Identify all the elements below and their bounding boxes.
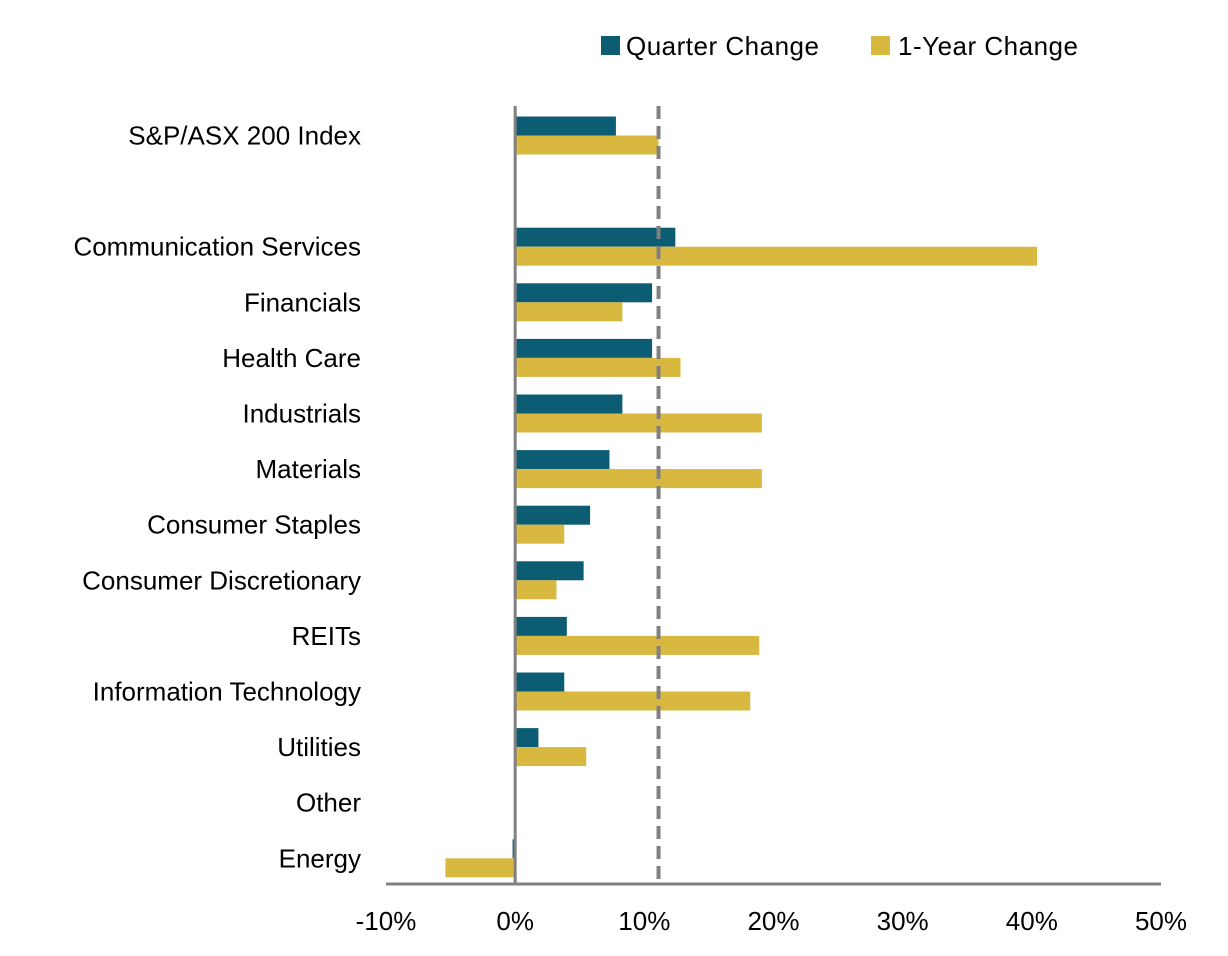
bar-1-year-change-energy [445, 858, 516, 878]
category-label-materials: Materials [256, 454, 361, 484]
category-label-consumer-discretionary: Consumer Discretionary [82, 565, 361, 595]
legend-label-quarter-change: Quarter Change [626, 31, 819, 61]
bar-1-year-change-materials [515, 469, 762, 489]
category-label-financials: Financials [244, 287, 361, 317]
bar-quarter-change-health-care [515, 338, 653, 358]
bar-quarter-change-s-p-asx-200-index [515, 116, 616, 136]
bar-1-year-change-financials [515, 302, 623, 322]
legend-swatch-1-year-change [871, 36, 890, 55]
x-tick-label-10: -10% [356, 906, 417, 936]
bar-quarter-change-financials [515, 283, 653, 303]
bar-1-year-change-industrials [515, 413, 762, 433]
category-label-s-p-asx-200-index: S&P/ASX 200 Index [128, 121, 361, 151]
x-tick-label-40: 40% [1006, 906, 1058, 936]
category-label-health-care: Health Care [222, 343, 361, 373]
x-tick-label-10: 10% [618, 906, 670, 936]
legend: Quarter Change 1-Year Change [601, 31, 1078, 61]
bar-quarter-change-information-technology [515, 672, 565, 692]
category-label-utilities: Utilities [277, 732, 361, 762]
plot-area: S&P/ASX 200 Index Communication Services F… [73, 106, 1187, 936]
bar-quarter-change-utilities [515, 728, 539, 748]
category-label-information-technology: Information Technology [93, 677, 361, 707]
bar-1-year-change-communication-services [515, 246, 1037, 266]
bar-1-year-change-information-technology [515, 691, 751, 711]
x-tick-label-30: 30% [877, 906, 929, 936]
bar-1-year-change-consumer-discretionary [515, 580, 557, 600]
category-label-consumer-staples: Consumer Staples [147, 510, 361, 540]
x-tick-label-20: 20% [747, 906, 799, 936]
bar-1-year-change-s-p-asx-200-index [515, 135, 659, 155]
bar-quarter-change-reits [515, 616, 567, 636]
bar-1-year-change-utilities [515, 747, 587, 767]
legend-swatch-quarter-change [601, 36, 620, 55]
x-tick-label-50: 50% [1135, 906, 1187, 936]
bar-quarter-change-consumer-discretionary [515, 561, 584, 581]
bar-1-year-change-reits [515, 635, 760, 655]
bar-1-year-change-health-care [515, 357, 681, 377]
x-tick-label-0: 0% [496, 906, 534, 936]
legend-label-1-year-change: 1-Year Change [898, 31, 1078, 61]
category-label-energy: Energy [279, 843, 361, 873]
category-label-reits: REITs [292, 621, 361, 651]
bar-quarter-change-communication-services [515, 227, 676, 247]
bar-quarter-change-industrials [515, 394, 623, 414]
category-label-communication-services: Communication Services [73, 232, 361, 262]
category-label-industrials: Industrials [243, 399, 362, 429]
bar-1-year-change-consumer-staples [515, 524, 565, 544]
category-label-other: Other [296, 788, 361, 818]
bar-quarter-change-consumer-staples [515, 505, 591, 525]
bar-quarter-change-materials [515, 450, 610, 470]
